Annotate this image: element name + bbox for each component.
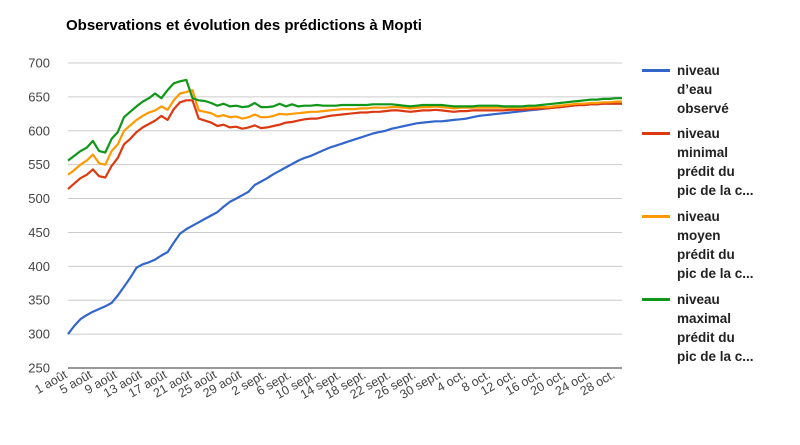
y-tick-label: 400: [28, 259, 50, 274]
y-tick-label: 600: [28, 123, 50, 138]
legend-label: prédit du: [677, 328, 735, 347]
legend-label: pic de la c...: [677, 181, 754, 200]
legend-label: prédit du: [677, 162, 735, 181]
legend-label: pic de la c...: [677, 264, 754, 283]
legend-label: niveau: [677, 290, 720, 309]
legend-label: d’eau: [677, 80, 712, 99]
series-line-1: [68, 100, 622, 189]
legend-label: niveau: [677, 124, 720, 143]
y-tick-label: 550: [28, 157, 50, 172]
series-line-3: [68, 80, 622, 161]
legend-swatch: [642, 69, 670, 72]
legend-label: maximal: [677, 309, 731, 328]
legend-label: pic de la c...: [677, 347, 754, 366]
y-tick-label: 250: [28, 361, 50, 376]
legend-label: moyen: [677, 226, 721, 245]
y-tick-label: 350: [28, 293, 50, 308]
legend-swatch: [642, 298, 670, 301]
y-tick-label: 300: [28, 327, 50, 342]
legend-label: minimal: [677, 143, 728, 162]
series-line-2: [68, 90, 622, 175]
legend-swatch: [642, 132, 670, 135]
y-tick-label: 500: [28, 191, 50, 206]
series-lines: [68, 80, 622, 334]
y-tick-label: 450: [28, 225, 50, 240]
legend-swatch: [642, 215, 670, 218]
y-tick-label: 650: [28, 89, 50, 104]
legend-label: niveau: [677, 61, 720, 80]
legend-label: niveau: [677, 207, 720, 226]
legend-label: prédit du: [677, 245, 735, 264]
y-tick-label: 700: [28, 56, 50, 71]
series-line-0: [68, 104, 622, 334]
legend-label: observé: [677, 99, 729, 118]
y-axis-ticks: 250 300 350 400 450 500 550 600 650 700: [28, 56, 50, 376]
